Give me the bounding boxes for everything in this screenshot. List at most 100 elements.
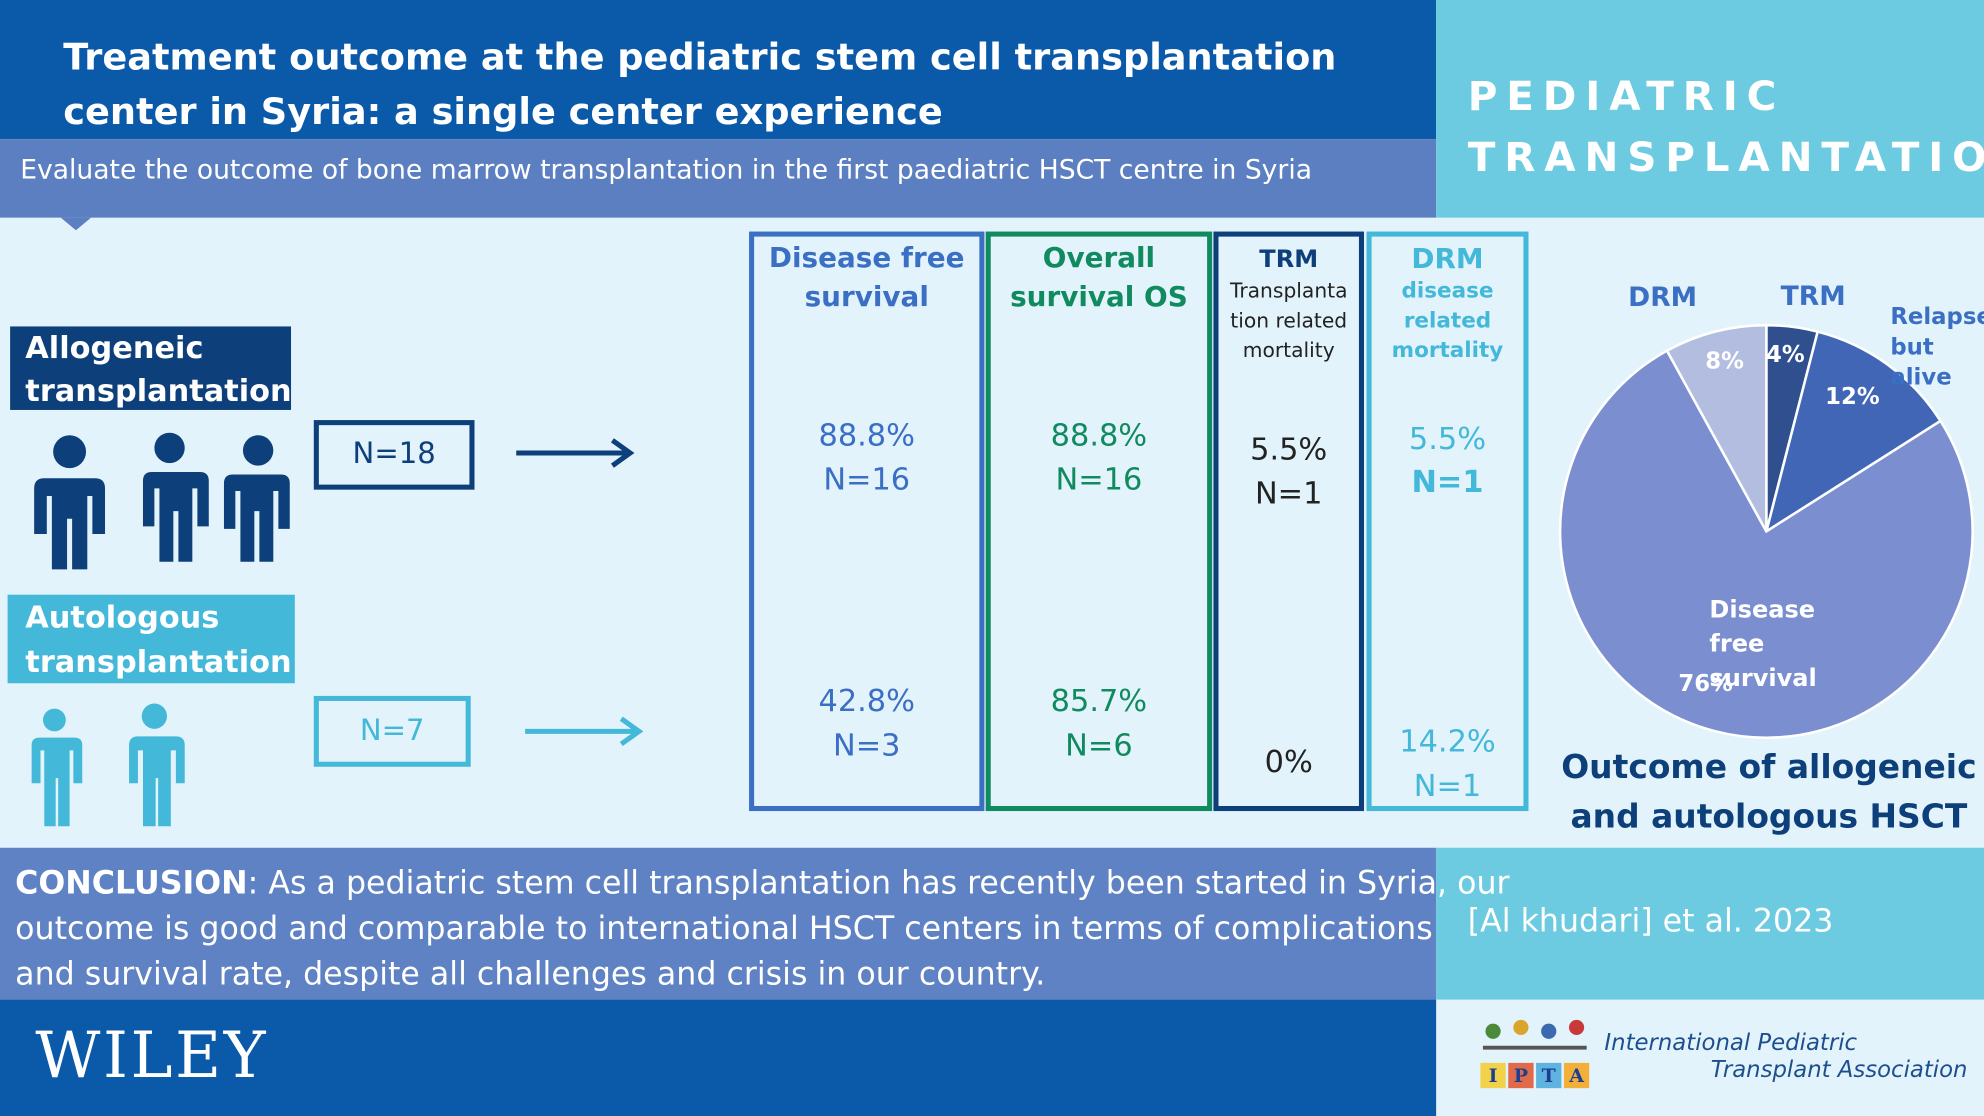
allogeneic-value: 5.5% [1250, 431, 1328, 467]
people-icons [31, 703, 185, 827]
pie-chart: 4% TRM 12% 76% 8% DRM [1558, 281, 1974, 739]
slice-category-label: Disease free survival [1709, 595, 1817, 693]
allogeneic-value: N=1 [1254, 475, 1323, 512]
group-label-line: transplantation [25, 373, 292, 409]
outcome-column: TRM Transplanta tion related mortality 5.5% N… [1213, 231, 1365, 812]
pie-title-line: Outcome of allogeneic [1561, 749, 1977, 788]
column-title: survival OS [1010, 282, 1188, 314]
publisher: WILEY [35, 1018, 269, 1092]
pie-slice [1558, 348, 1974, 739]
allogeneic-value: N=1 [1411, 464, 1484, 500]
title: Treatment outcome at the pediatric stem … [63, 30, 1336, 139]
slice-value-label: 4% [1766, 342, 1805, 368]
footer-band [0, 999, 1437, 1116]
pie-title-line: and autologous HSCT [1570, 798, 1968, 837]
allogeneic-value: 5.5% [1408, 421, 1487, 457]
slice-category-label: TRM [1781, 281, 1846, 312]
autologous-value: 0% [1264, 744, 1313, 780]
person-head [154, 432, 185, 464]
person-body [129, 736, 185, 827]
conclusion-text: : As a pediatric stem cell transplantati… [247, 864, 1510, 901]
logo-letter: I [1488, 1064, 1498, 1087]
person-head [43, 708, 66, 732]
title-line: Treatment outcome at the pediatric stem … [63, 35, 1337, 79]
people-icons [24, 432, 290, 570]
logo-figure [1568, 1019, 1585, 1036]
group-label: Autologous transplantation [7, 594, 295, 684]
column-subtitle: tion related [1230, 308, 1348, 333]
subtitle-band [0, 139, 1437, 218]
column-title: Overall [1042, 242, 1156, 275]
logo-letter: T [1541, 1064, 1556, 1087]
autologous-value: 85.7% [1050, 683, 1148, 719]
arrow [525, 716, 644, 747]
logo-block [1536, 1062, 1562, 1089]
arrow [516, 438, 635, 468]
autologous-value: 42.8% [818, 683, 915, 719]
person-body [31, 737, 83, 827]
conclusion-text: and survival rate, despite all challenge… [15, 955, 1046, 993]
autologous-value: N=1 [1413, 768, 1482, 804]
conclusion-text: outcome is good and comparable to intern… [15, 909, 1433, 947]
column-title: Disease free [768, 242, 965, 275]
count-box: N=7 [313, 695, 471, 767]
column-subtitle: related [1403, 308, 1492, 334]
allogeneic-value: 88.8% [1050, 417, 1148, 453]
slice-value-label: 8% [1705, 348, 1744, 374]
slice-category-label: DRM [1628, 282, 1697, 313]
slice-value-label: 76% [1678, 671, 1733, 697]
citation-band [1436, 847, 1984, 1000]
column-title: survival [804, 282, 929, 314]
person-body [139, 471, 209, 562]
association: International Pediatric Transplant Assoc… [1604, 1030, 1967, 1083]
allogeneic-value: N=16 [823, 461, 911, 498]
group-label-line: Autologous [25, 599, 220, 636]
logo [1480, 1019, 1590, 1089]
pie-slice [1764, 330, 1943, 535]
person-head [53, 435, 87, 469]
person-body [24, 478, 106, 570]
pointer [60, 217, 92, 231]
slice-value-label: 12% [1825, 384, 1880, 410]
banner-line: PEDIATRIC [1467, 72, 1786, 121]
citation: [Al khudari] et al. 2023 [1467, 902, 1834, 939]
logo-block [1480, 1062, 1506, 1089]
header-band [0, 0, 1437, 140]
person-head [141, 703, 168, 729]
autologous-value: N=3 [832, 727, 901, 763]
person-body [222, 474, 290, 562]
person-head [242, 435, 274, 466]
allogeneic-value: 88.8% [818, 417, 915, 453]
column-title: TRM [1259, 245, 1319, 274]
banner-line: TRANSPLANTATION [1467, 132, 1984, 181]
group-label: Allogeneic transplantation [10, 326, 292, 410]
arrows [516, 438, 644, 747]
logo-block [1508, 1062, 1534, 1089]
conclusion: CONCLUSION: As a pediatric stem cell tra… [15, 860, 1509, 997]
slice-category-label: Relapse but alive [1890, 303, 1984, 391]
outcome-column: Disease free survival 88.8% N=16 42.8% N=3 [749, 231, 985, 812]
association-line: International Pediatric [1604, 1029, 1858, 1057]
title-line: center in Syria: a single center experie… [63, 89, 943, 133]
logo-figure [1541, 1023, 1557, 1039]
allogeneic-value: N=16 [1055, 461, 1143, 498]
logo-letter: P [1513, 1064, 1529, 1087]
pie-title: Outcome of allogeneic and autologous HSC… [1559, 744, 1979, 843]
pie-slice [1665, 323, 1768, 533]
conclusion-band [0, 847, 1437, 1000]
banner-band [1436, 0, 1984, 218]
column-subtitle: mortality [1242, 337, 1335, 362]
association-line: Transplant Association [1710, 1056, 1968, 1084]
outcome-column: Overall survival OS 88.8% N=16 85.7% N=6 [985, 231, 1213, 812]
column-subtitle: mortality [1391, 337, 1504, 364]
logo-block [1563, 1062, 1590, 1089]
conclusion-lead: CONCLUSION [15, 864, 248, 901]
column-title: DRM [1411, 244, 1484, 276]
banner: PEDIATRIC TRANSPLANTATION [1468, 66, 1984, 187]
autologous-value: N=6 [1065, 727, 1133, 763]
outcome-column: DRM disease related mortality 5.5% N=1 14.2% N=… [1366, 231, 1529, 812]
column-subtitle: disease [1401, 278, 1494, 304]
